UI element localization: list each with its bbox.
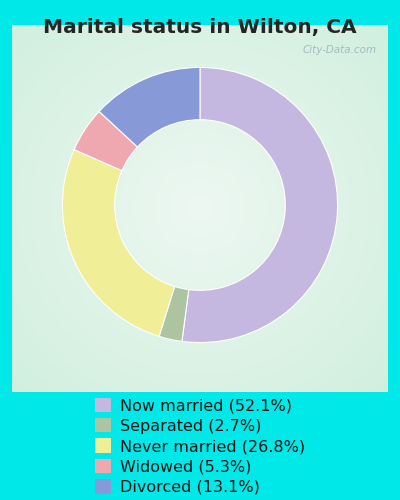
Wedge shape [62,150,175,336]
Text: City-Data.com: City-Data.com [302,45,377,55]
Wedge shape [99,68,200,147]
Wedge shape [182,68,338,342]
Legend: Now married (52.1%), Separated (2.7%), Never married (26.8%), Widowed (5.3%), Di: Now married (52.1%), Separated (2.7%), N… [95,398,305,495]
Wedge shape [159,286,189,342]
Text: Marital status in Wilton, CA: Marital status in Wilton, CA [43,18,357,37]
Wedge shape [74,112,138,170]
